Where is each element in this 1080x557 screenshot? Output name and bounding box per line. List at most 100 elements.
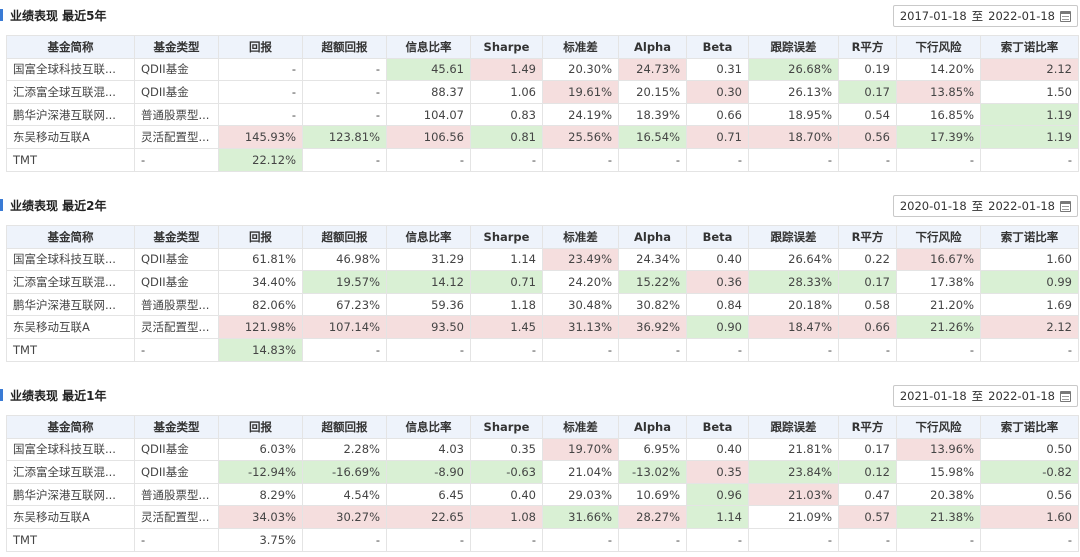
column-header-alpha[interactable]: Alpha <box>618 35 687 59</box>
cell-name[interactable]: TMT <box>6 147 135 172</box>
table-row[interactable]: 东吴移动互联A 灵活配置型... 121.98% 107.14% 93.50 1.45 31… <box>6 315 1079 339</box>
date-range-picker[interactable]: 2020-01-18 至 2022-01-18 <box>892 195 1078 217</box>
cell-excess-return: 107.14% <box>302 315 387 339</box>
column-header-downside-risk[interactable]: 下行风险 <box>896 225 981 249</box>
cell-name[interactable]: 东吴移动互联A <box>6 315 135 339</box>
cell-type: 普通股票型... <box>134 102 219 127</box>
table-row[interactable]: 汇添富全球互联混... QDII基金 - -88.37 1.06 19.61% 20.15%… <box>6 80 1079 104</box>
column-header-excess-return[interactable]: 超额回报 <box>302 35 387 59</box>
column-header-return[interactable]: 回报 <box>218 415 303 439</box>
cell-name[interactable]: TMT <box>6 527 135 552</box>
calendar-icon[interactable] <box>1060 10 1071 22</box>
column-header-downside-risk[interactable]: 下行风险 <box>896 35 981 59</box>
table-row[interactable]: 国富全球科技互联... QDII基金 6.03% 2.28% 4.03 0.35 19.70… <box>6 437 1079 462</box>
column-header-tracking-error[interactable]: 跟踪误差 <box>748 415 839 439</box>
table-row[interactable]: 鹏华沪深港互联网... 普通股票型... - -104.07 0.83 24.19% 18.… <box>6 102 1079 127</box>
column-header-type[interactable]: 基金类型 <box>134 35 219 59</box>
cell-sharpe: 0.83 <box>470 102 543 127</box>
table-row[interactable]: 东吴移动互联A 灵活配置型... 145.93% 123.81% 106.56 0.81 2… <box>6 125 1079 149</box>
cell-sortino-ratio: 1.19 <box>980 125 1079 149</box>
performance-section: 业绩表现 最近5年 2017-01-18 至 2022-01-18 基金简称 基金类型 回报… <box>0 0 1080 172</box>
cell-tracking-error: 26.68% <box>748 57 839 82</box>
cell-type: 灵活配置型... <box>134 315 219 339</box>
section-header: 业绩表现 最近5年 2017-01-18 至 2022-01-18 <box>0 0 1080 30</box>
cell-excess-return: - <box>302 527 387 552</box>
cell-tracking-error: 18.70% <box>748 125 839 149</box>
table-row[interactable]: 国富全球科技互联... QDII基金 - -45.61 1.49 20.30% 24.73%… <box>6 57 1079 82</box>
date-range-picker[interactable]: 2021-01-18 至 2022-01-18 <box>892 385 1078 407</box>
cell-sharpe: 0.81 <box>470 125 543 149</box>
cell-alpha: - <box>618 527 687 552</box>
table-row[interactable]: 汇添富全球互联混... QDII基金 -12.94% -16.69% -8.90 -0.6… <box>6 460 1079 484</box>
column-header-alpha[interactable]: Alpha <box>618 415 687 439</box>
cell-name[interactable]: 国富全球科技互联... <box>6 437 135 462</box>
calendar-icon[interactable] <box>1060 200 1071 212</box>
cell-name[interactable]: 东吴移动互联A <box>6 505 135 529</box>
column-header-type[interactable]: 基金类型 <box>134 415 219 439</box>
column-header-name[interactable]: 基金简称 <box>6 35 135 59</box>
date-to: 2022-01-18 <box>988 9 1055 23</box>
table-row[interactable]: 国富全球科技互联... QDII基金 61.81% 46.98% 31.29 1.14 23… <box>6 247 1079 272</box>
cell-downside-risk: - <box>896 147 981 172</box>
column-header-tracking-error[interactable]: 跟踪误差 <box>748 35 839 59</box>
column-header-sharpe[interactable]: Sharpe <box>470 225 543 249</box>
cell-std-dev: 19.61% <box>542 80 619 104</box>
column-header-std-dev[interactable]: 标准差 <box>542 35 619 59</box>
cell-type: QDII基金 <box>134 460 219 484</box>
column-header-tracking-error[interactable]: 跟踪误差 <box>748 225 839 249</box>
column-header-r-squared[interactable]: R平方 <box>838 225 897 249</box>
table-row[interactable]: 东吴移动互联A 灵活配置型... 34.03% 30.27% 22.65 1.08 31.6… <box>6 505 1079 529</box>
column-header-info-ratio[interactable]: 信息比率 <box>386 415 471 439</box>
column-header-name[interactable]: 基金简称 <box>6 225 135 249</box>
cell-name[interactable]: 鹏华沪深港互联网... <box>6 482 135 507</box>
column-header-r-squared[interactable]: R平方 <box>838 415 897 439</box>
column-header-alpha[interactable]: Alpha <box>618 225 687 249</box>
calendar-icon[interactable] <box>1060 390 1071 402</box>
table-row[interactable]: 鹏华沪深港互联网... 普通股票型... 8.29% 4.54% 6.45 0.40 29.… <box>6 482 1079 507</box>
column-header-name[interactable]: 基金简称 <box>6 415 135 439</box>
table-row[interactable]: TMT -22.12% - - - - - - - - - - <box>6 147 1079 172</box>
column-header-return[interactable]: 回报 <box>218 225 303 249</box>
column-header-type[interactable]: 基金类型 <box>134 225 219 249</box>
cell-name[interactable]: 鹏华沪深港互联网... <box>6 102 135 127</box>
column-header-info-ratio[interactable]: 信息比率 <box>386 225 471 249</box>
cell-name[interactable]: 东吴移动互联A <box>6 125 135 149</box>
column-header-beta[interactable]: Beta <box>686 415 749 439</box>
column-header-sortino-ratio[interactable]: 索丁诺比率 <box>980 35 1079 59</box>
column-header-info-ratio[interactable]: 信息比率 <box>386 35 471 59</box>
cell-sharpe: 1.45 <box>470 315 543 339</box>
cell-downside-risk: 16.67% <box>896 247 981 272</box>
cell-beta: 0.71 <box>686 125 749 149</box>
column-header-excess-return[interactable]: 超额回报 <box>302 225 387 249</box>
column-header-r-squared[interactable]: R平方 <box>838 35 897 59</box>
cell-sharpe: -0.63 <box>470 460 543 484</box>
cell-name[interactable]: 汇添富全球互联混... <box>6 80 135 104</box>
column-header-sharpe[interactable]: Sharpe <box>470 35 543 59</box>
column-header-downside-risk[interactable]: 下行风险 <box>896 415 981 439</box>
cell-name[interactable]: 国富全球科技互联... <box>6 57 135 82</box>
cell-name[interactable]: TMT <box>6 337 135 362</box>
column-header-std-dev[interactable]: 标准差 <box>542 225 619 249</box>
table-row[interactable]: 鹏华沪深港互联网... 普通股票型... 82.06% 67.23% 59.36 1.18… <box>6 292 1079 317</box>
table-row[interactable]: TMT -14.83% - - - - - - - - - - <box>6 337 1079 362</box>
column-header-std-dev[interactable]: 标准差 <box>542 415 619 439</box>
cell-downside-risk: 15.98% <box>896 460 981 484</box>
cell-name[interactable]: 鹏华沪深港互联网... <box>6 292 135 317</box>
column-header-excess-return[interactable]: 超额回报 <box>302 415 387 439</box>
column-header-beta[interactable]: Beta <box>686 35 749 59</box>
table-row[interactable]: 汇添富全球互联混... QDII基金 34.40% 19.57% 14.12 0.71 24… <box>6 270 1079 294</box>
cell-std-dev: 30.48% <box>542 292 619 317</box>
cell-sharpe: 1.49 <box>470 57 543 82</box>
column-header-sortino-ratio[interactable]: 索丁诺比率 <box>980 415 1079 439</box>
table-row[interactable]: TMT -3.75% - - - - - - - - - - <box>6 527 1079 552</box>
cell-name[interactable]: 汇添富全球互联混... <box>6 270 135 294</box>
cell-type: QDII基金 <box>134 270 219 294</box>
column-header-sortino-ratio[interactable]: 索丁诺比率 <box>980 225 1079 249</box>
date-range-picker[interactable]: 2017-01-18 至 2022-01-18 <box>892 5 1078 27</box>
column-header-beta[interactable]: Beta <box>686 225 749 249</box>
cell-name[interactable]: 国富全球科技互联... <box>6 247 135 272</box>
cell-r-squared: 0.66 <box>838 315 897 339</box>
column-header-sharpe[interactable]: Sharpe <box>470 415 543 439</box>
cell-name[interactable]: 汇添富全球互联混... <box>6 460 135 484</box>
column-header-return[interactable]: 回报 <box>218 35 303 59</box>
